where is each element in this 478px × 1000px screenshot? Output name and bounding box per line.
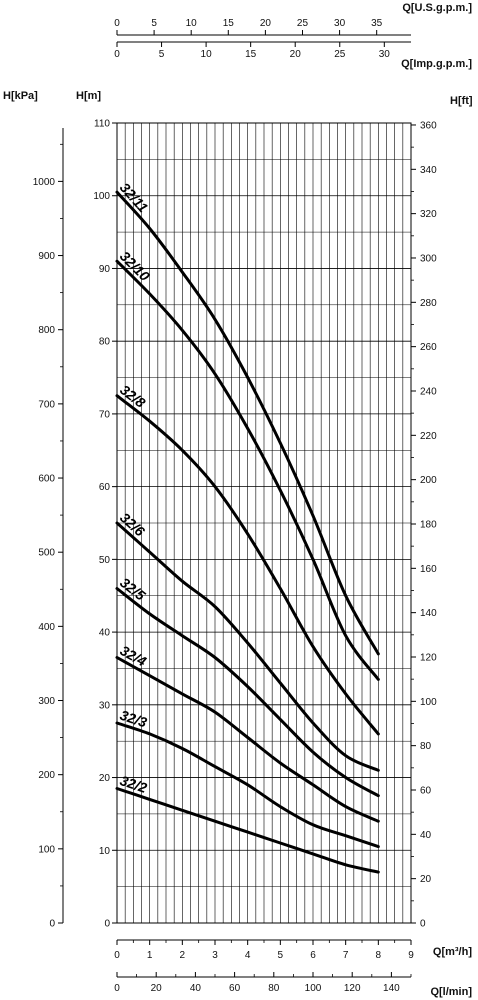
tick-label-ft: 260	[420, 342, 437, 353]
tick-label-m3h: 6	[310, 950, 316, 961]
tick-label-m: 40	[99, 628, 111, 639]
tick-label-kpa: 400	[38, 622, 55, 633]
tick-label-kpa: 900	[38, 251, 55, 262]
tick-label-lmin: 0	[114, 983, 120, 994]
tick-label-lmin: 120	[344, 983, 361, 994]
tick-label-ft: 200	[420, 475, 437, 486]
tick-label-m: 80	[99, 337, 111, 348]
tick-label-m: 10	[99, 846, 111, 857]
tick-label-ft: 0	[420, 919, 426, 930]
unit-ft: H[ft]	[450, 95, 473, 107]
tick-label-kpa: 700	[38, 399, 55, 410]
tick-label-us-gpm: 0	[114, 18, 120, 29]
tick-label-lmin: 60	[229, 983, 241, 994]
tick-label-ft: 360	[420, 120, 437, 131]
unit-m3h: Q[m³/h]	[433, 946, 472, 958]
tick-label-ft: 20	[420, 874, 432, 885]
tick-label-ft: 40	[420, 830, 432, 841]
tick-label-m3h: 7	[343, 950, 349, 961]
tick-label-imp-gpm: 20	[290, 49, 302, 60]
tick-label-m3h: 2	[180, 950, 186, 961]
tick-label-ft: 340	[420, 165, 437, 176]
tick-label-us-gpm: 30	[334, 18, 346, 29]
curve-32-2	[115, 787, 380, 874]
curve-32-5	[115, 587, 380, 798]
tick-label-ft: 80	[420, 741, 432, 752]
curve-32-3	[115, 721, 380, 849]
curve-label-32-2: 32/2	[118, 772, 149, 796]
tick-label-imp-gpm: 5	[159, 49, 165, 60]
unit-kpa: H[kPa]	[3, 90, 38, 102]
tick-label-kpa: 800	[38, 325, 55, 336]
tick-label-m: 70	[99, 409, 111, 420]
tick-label-ft: 180	[420, 519, 437, 530]
tick-label-ft: 240	[420, 386, 437, 397]
tick-label-ft: 220	[420, 431, 437, 442]
tick-label-m3h: 9	[408, 950, 414, 961]
tick-label-m3h: 0	[114, 950, 120, 961]
tick-label-kpa: 200	[38, 770, 55, 781]
tick-label-ft: 60	[420, 785, 432, 796]
curve-32-4	[115, 656, 380, 823]
tick-label-ft: 300	[420, 253, 437, 264]
tick-label-imp-gpm: 30	[379, 49, 391, 60]
tick-label-m: 60	[99, 482, 111, 493]
tick-label-us-gpm: 20	[260, 18, 272, 29]
tick-label-imp-gpm: 10	[201, 49, 213, 60]
tick-label-kpa: 600	[38, 474, 55, 485]
tick-label-ft: 160	[420, 564, 437, 575]
tick-label-ft: 100	[420, 697, 437, 708]
tick-label-ft: 280	[420, 298, 437, 309]
unit-us-gpm: Q[U.S.g.p.m.]	[402, 2, 472, 14]
tick-label-kpa: 100	[38, 844, 55, 855]
tick-label-m: 50	[99, 555, 111, 566]
tick-label-m: 20	[99, 773, 111, 784]
tick-label-m: 100	[93, 191, 110, 202]
curve-label-32-3: 32/3	[118, 707, 149, 731]
tick-label-lmin: 140	[383, 983, 400, 994]
tick-label-kpa: 0	[49, 919, 55, 930]
tick-label-lmin: 20	[151, 983, 163, 994]
curve-label-32-6: 32/6	[117, 509, 148, 539]
tick-label-lmin: 100	[305, 983, 322, 994]
tick-label-m3h: 4	[245, 950, 251, 961]
tick-label-m3h: 8	[376, 950, 382, 961]
tick-label-us-gpm: 15	[223, 18, 235, 29]
tick-label-m: 110	[94, 119, 110, 130]
tick-label-us-gpm: 10	[186, 18, 198, 29]
tick-label-lmin: 80	[268, 983, 280, 994]
unit-lmin: Q[l/min]	[430, 986, 472, 998]
curve-32-6	[115, 521, 380, 772]
unit-imp-gpm: Q[Imp.g.p.m.]	[401, 58, 472, 70]
tick-label-m3h: 5	[278, 950, 284, 961]
tick-label-m: 90	[99, 264, 111, 275]
tick-label-m3h: 1	[147, 950, 153, 961]
tick-label-kpa: 1000	[33, 177, 56, 188]
unit-m: H[m]	[76, 90, 101, 102]
tick-label-us-gpm: 25	[297, 18, 309, 29]
curve-32-11	[115, 190, 380, 656]
tick-label-kpa: 300	[38, 696, 55, 707]
tick-label-kpa: 500	[38, 548, 55, 559]
curve-32-8	[115, 394, 380, 736]
tick-label-us-gpm: 5	[151, 18, 157, 29]
tick-label-imp-gpm: 25	[334, 49, 346, 60]
tick-label-m: 0	[104, 919, 110, 930]
tick-label-ft: 120	[420, 652, 437, 663]
tick-label-ft: 320	[420, 209, 437, 220]
tick-label-us-gpm: 35	[371, 18, 383, 29]
curve-32-10	[115, 259, 380, 681]
tick-label-imp-gpm: 15	[245, 49, 257, 60]
tick-label-lmin: 40	[190, 983, 202, 994]
tick-label-m: 30	[99, 700, 111, 711]
tick-label-imp-gpm: 0	[114, 49, 120, 60]
tick-labels: 0102030405060708090100110010020030040050…	[33, 18, 437, 994]
tick-label-m3h: 3	[212, 950, 218, 961]
tick-label-ft: 140	[420, 608, 437, 619]
